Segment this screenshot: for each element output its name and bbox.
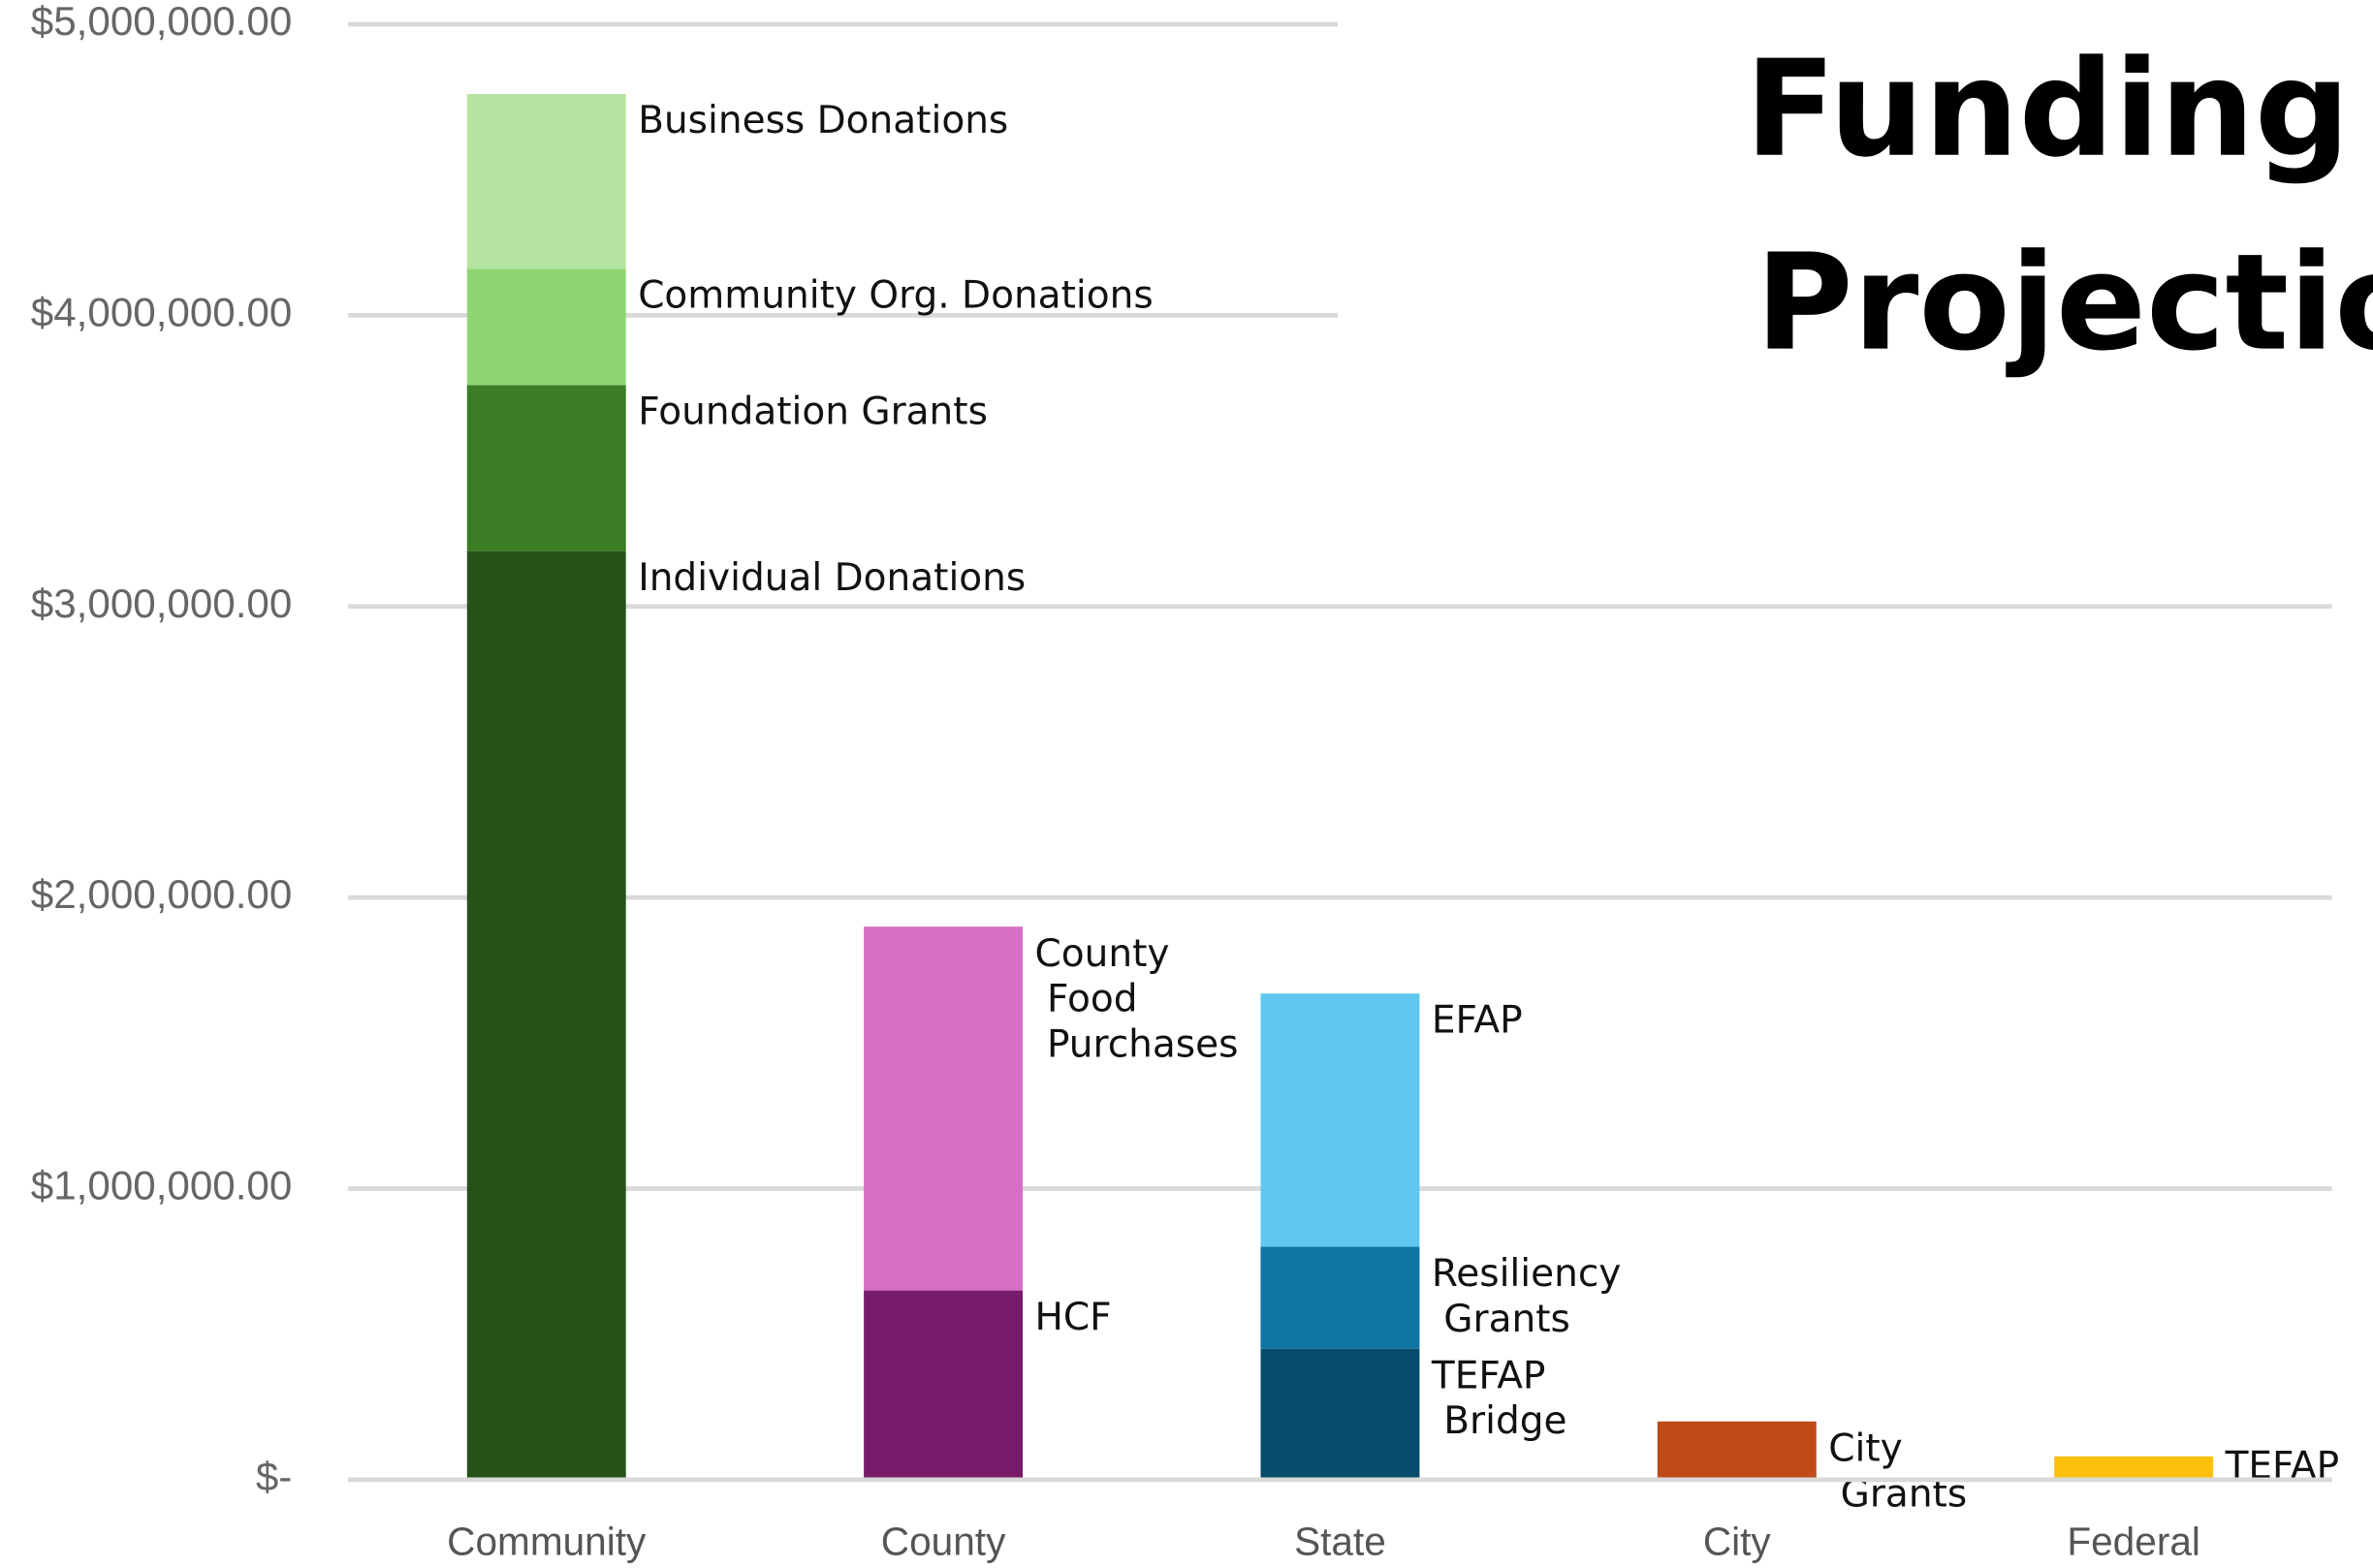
segment-label: City Grants: [1828, 1427, 1967, 1516]
segment-label: Foundation Grants: [638, 391, 988, 434]
bar-segment: [2054, 1456, 2214, 1480]
x-tick-label: City: [1703, 1520, 1772, 1564]
title-panel: [1338, 0, 2373, 393]
segment-label: Community Org. Donations: [638, 273, 1153, 317]
segment-label: EFAP: [1432, 998, 1523, 1042]
y-tick-label: $5,000,000.00: [31, 0, 293, 44]
x-tick-label: State: [1294, 1520, 1386, 1564]
bar-segment: [466, 94, 626, 269]
y-tick-label: $1,000,000.00: [31, 1163, 293, 1208]
bar-segment: [1657, 1421, 1817, 1480]
y-tick-label: $3,000,000.00: [31, 580, 293, 626]
segment-label: TEFAP Bridge: [1431, 1354, 1567, 1443]
bar-segment: [466, 385, 626, 551]
chart-title: FundingProjections: [1745, 31, 2373, 380]
bar-segment: [1260, 1348, 1420, 1480]
x-tick-label: Federal: [2067, 1520, 2200, 1564]
segment-label: HCF: [1035, 1296, 1112, 1339]
y-tick-label: $4,000,000.00: [31, 289, 293, 334]
x-tick-label: County: [881, 1520, 1006, 1564]
y-tick-label: $-: [256, 1454, 292, 1499]
segment-label: County Food Purchases: [1035, 931, 1239, 1066]
bar-segment: [864, 1290, 1024, 1480]
x-tick-label: Community: [447, 1520, 647, 1564]
segment-label: Business Donations: [638, 99, 1008, 142]
y-tick-label: $2,000,000.00: [31, 871, 293, 917]
segment-label: Individual Donations: [638, 556, 1026, 600]
plot: $- $1,000,000.00 $2,000,000.00 $3,000,000.0…: [31, 0, 2373, 1564]
segment-label: Resiliency Grants: [1432, 1252, 1621, 1341]
bar-segment: [466, 268, 626, 386]
bar-segment: [1260, 1246, 1420, 1349]
bar-segment: [864, 926, 1024, 1291]
bar-segment: [466, 550, 626, 1480]
bar-segment: [1260, 993, 1420, 1247]
